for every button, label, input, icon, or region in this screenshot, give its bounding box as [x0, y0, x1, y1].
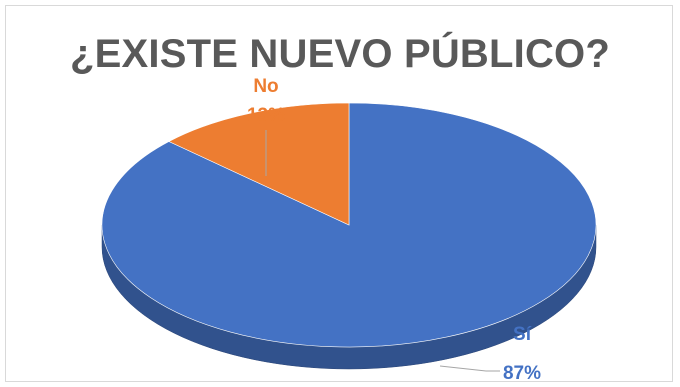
- data-label-value-si: 87%: [503, 363, 541, 384]
- pie-slice-no: [168, 102, 350, 226]
- data-label-category-si: Sí: [513, 324, 532, 345]
- chart-title: ¿EXISTE NUEVO PÚBLICO?: [69, 32, 610, 76]
- data-label-category-no: No: [253, 76, 278, 97]
- data-label-value-no: 13%: [247, 105, 285, 126]
- leader-line-si: [439, 365, 500, 372]
